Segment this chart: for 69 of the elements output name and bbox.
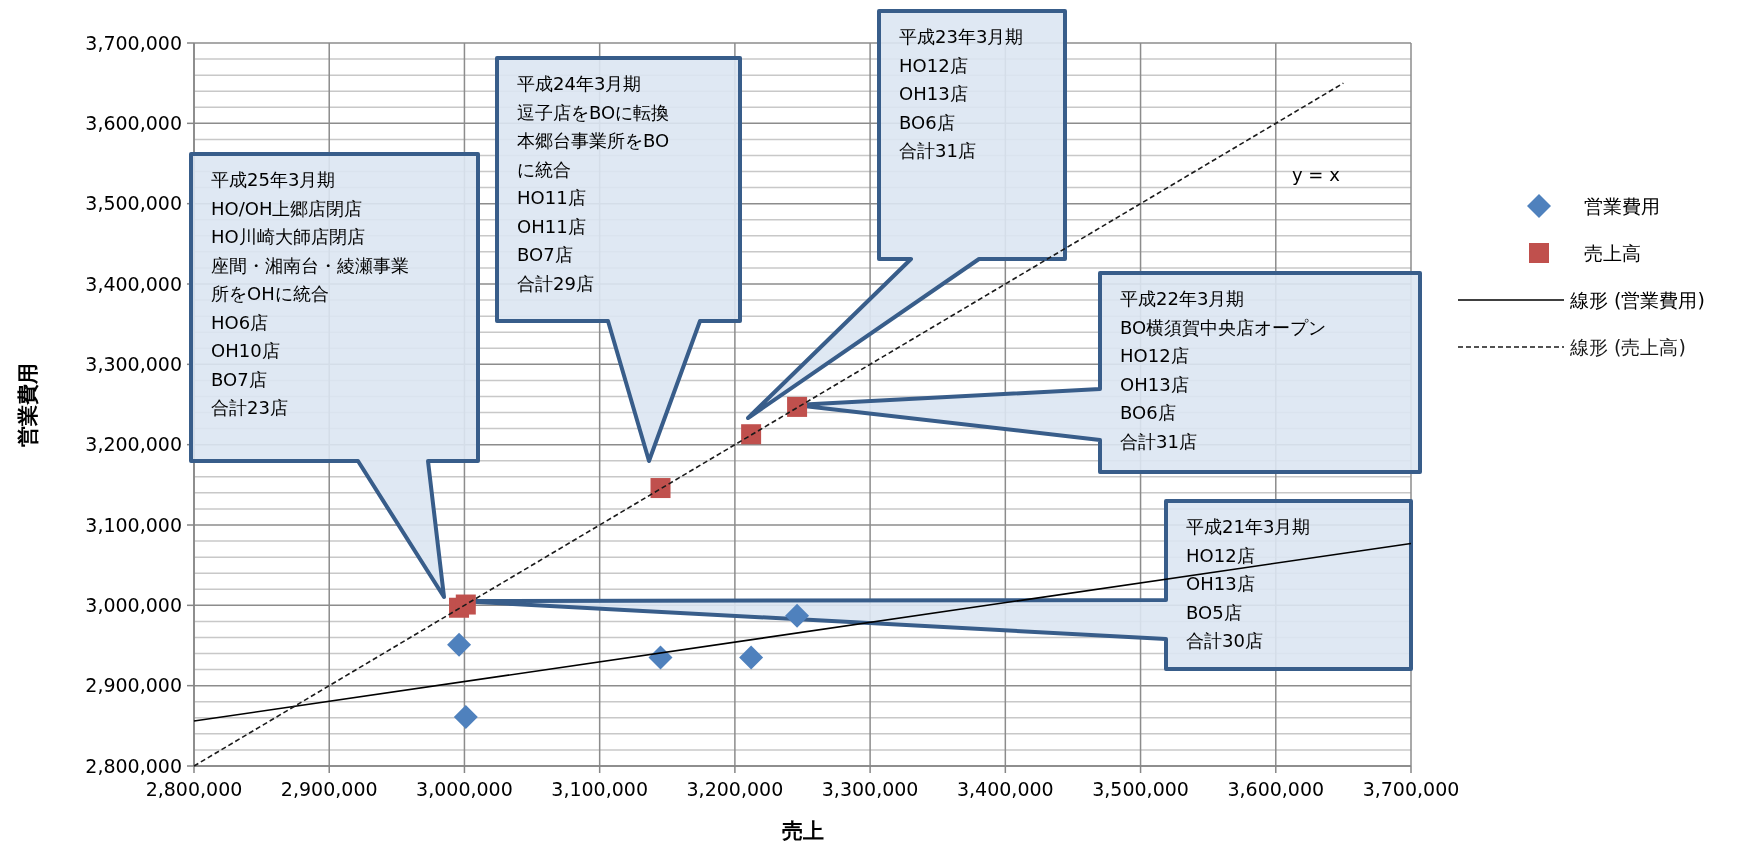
point: [739, 645, 764, 670]
annotation: OH13店: [899, 83, 968, 104]
annotation: 平成22年3月期: [1120, 288, 1245, 309]
annotation: BO横須賀中央店オープン: [1120, 316, 1327, 338]
y-tick-label: 3,300,000: [85, 352, 182, 375]
x-tick-label: 3,700,000: [1362, 778, 1460, 800]
y-tick-label: 3,000,000: [85, 593, 182, 616]
annotation: 合計23店: [211, 397, 288, 418]
y-tick-label: 3,200,000: [85, 433, 182, 456]
y-tick-label: 3,500,000: [85, 192, 182, 215]
annotation: 合計30店: [1186, 630, 1263, 651]
point: [787, 396, 808, 417]
legend-label: 営業費用: [1584, 194, 1660, 217]
y-tick-label: 2,900,000: [85, 674, 182, 697]
annotation: 所をOHに統合: [211, 283, 329, 304]
annotation: OH13店: [1186, 573, 1255, 594]
annotation: BO6店: [1120, 402, 1176, 423]
annotation: OH13店: [1120, 373, 1189, 395]
annotation: BO5店: [1186, 601, 1242, 623]
x-tick-label: 2,900,000: [280, 778, 378, 800]
point: [648, 645, 673, 670]
annotation: 合計29店: [517, 272, 594, 294]
annotation: y = x: [1292, 164, 1341, 185]
annotation: OH11店: [517, 215, 586, 237]
annotation: 合計31店: [1120, 430, 1197, 452]
y-tick-label: 3,600,000: [85, 111, 182, 134]
y-tick-label: 3,100,000: [85, 513, 182, 536]
y-axis-title: 営業費用: [16, 362, 40, 447]
annotation: 逗子店をBOに転換: [517, 101, 670, 123]
point: [455, 594, 476, 615]
text: 線形 (売上高): [1569, 335, 1686, 358]
y-tick-label: 2,800,000: [85, 754, 182, 777]
annotation: OH10店: [211, 340, 280, 361]
point: [650, 478, 671, 499]
point: [447, 632, 472, 657]
annotation: HO6店: [211, 311, 269, 333]
annotation: HO12店: [899, 54, 968, 76]
x-tick-label: 3,500,000: [1092, 778, 1189, 800]
x-tick-label: 3,600,000: [1227, 778, 1325, 800]
annotation: 合計31店: [899, 140, 976, 161]
annotation: 平成21年3月期: [1186, 516, 1311, 537]
y-tick-label: 3,700,000: [85, 31, 182, 54]
text: 線形 (営業費用): [1569, 288, 1705, 311]
legend-label: 売上高: [1584, 241, 1641, 264]
annotation: HO/OH上郷店閉店: [211, 197, 363, 219]
annotation: 座間・湘南台・綾瀬事業: [211, 254, 409, 276]
annotation: 平成23年3月期: [899, 26, 1024, 47]
annotation: 本郷台事業所をBO: [517, 130, 670, 151]
annotation: 平成25年3月期: [211, 169, 336, 190]
y-tick-label: 3,400,000: [85, 272, 182, 295]
annotation: 平成24年3月期: [517, 73, 642, 94]
annotation: BO7店: [517, 244, 573, 265]
annotation: HO12店: [1120, 345, 1189, 366]
annotation: HO12店: [1186, 544, 1255, 566]
annotation: HO11店: [517, 187, 586, 208]
point: [453, 705, 478, 729]
x-axis-title: 売上: [781, 819, 824, 843]
x-tick-label: 3,300,000: [821, 778, 919, 800]
annotation: BO6店: [899, 111, 955, 133]
point: [741, 424, 762, 445]
x-tick-label: 3,200,000: [686, 778, 784, 800]
annotation: BO7店: [211, 368, 267, 390]
annotation: HO川崎大師店閉店: [211, 226, 365, 247]
point: [785, 603, 810, 628]
x-tick-label: 3,400,000: [956, 778, 1054, 800]
x-tick-label: 2,800,000: [145, 778, 243, 800]
annotation: に統合: [517, 158, 571, 180]
x-tick-label: 3,000,000: [416, 778, 513, 800]
x-tick-label: 3,100,000: [551, 778, 649, 800]
